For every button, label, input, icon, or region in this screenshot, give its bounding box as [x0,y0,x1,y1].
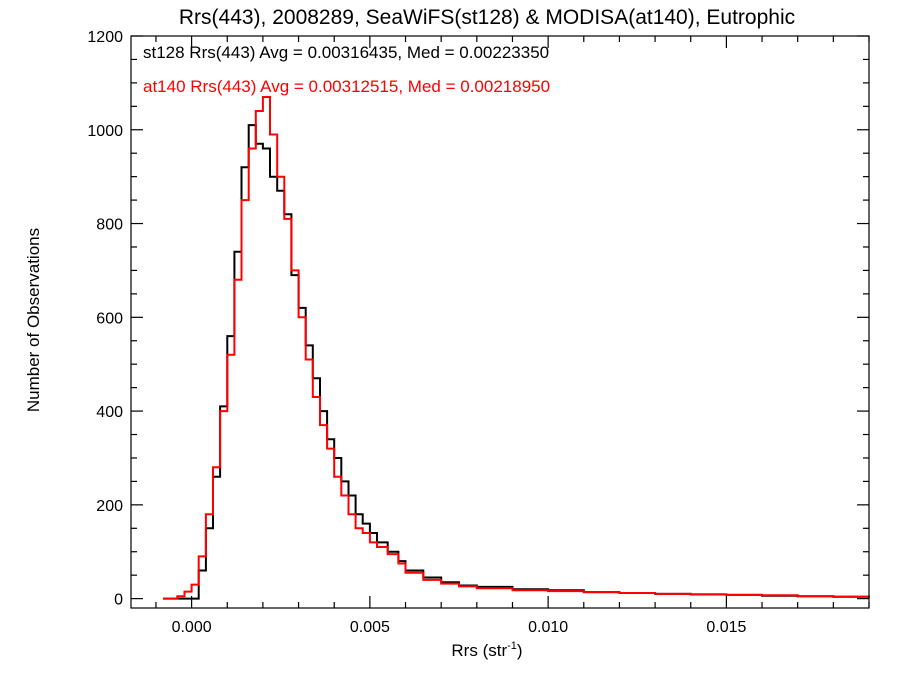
y-tick-label: 0 [114,592,123,609]
x-axis-label-close: ) [517,641,523,660]
y-tick-label: 400 [96,404,123,421]
x-axis-label: Rrs (str-1) [451,640,522,660]
x-tick-label: 0.015 [706,619,746,636]
y-tick-label: 1200 [87,29,123,46]
y-tick-label: 600 [96,310,123,327]
legend-st128-stats: st128 Rrs(443) Avg = 0.00316435, Med = 0… [143,43,549,62]
chart-title: Rrs(443), 2008289, SeaWiFS(st128) & MODI… [179,6,795,29]
series-line-at140 [163,96,870,600]
x-tick-label: 0.010 [528,619,568,636]
plot-area [163,96,870,600]
x-axis-label-sup: -1 [507,640,517,652]
legend-at140-stats: at140 Rrs(443) Avg = 0.00312515, Med = 0… [143,77,550,96]
plot-frame [130,35,870,609]
x-tick-label: 0.000 [172,619,212,636]
axis-ticks: 0.000 0.005 0.010 0.015 0 200 400 600 800 1000 120… [87,29,870,636]
x-tick-label: 0.005 [350,619,390,636]
series-line-st128 [163,124,870,600]
y-tick-label: 800 [96,217,123,234]
x-axis-label-main: Rrs (str [451,641,507,660]
y-tick-label: 1000 [87,123,123,140]
y-tick-label: 200 [96,498,123,515]
y-axis-label: Number of Observations [24,228,43,412]
